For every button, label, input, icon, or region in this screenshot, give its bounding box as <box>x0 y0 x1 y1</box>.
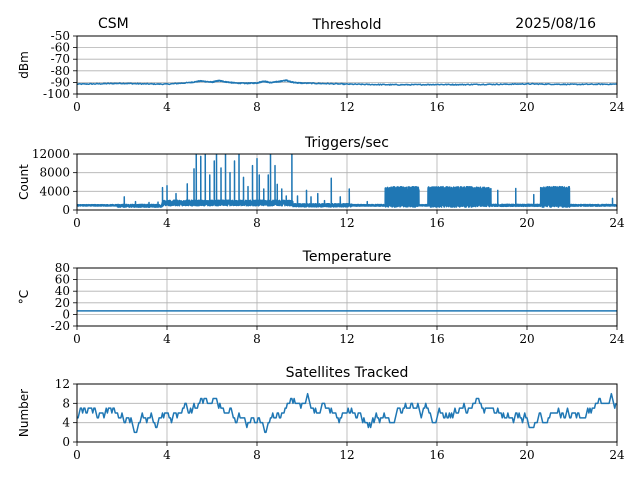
x-tick-label: 16 <box>429 448 444 462</box>
x-tick-label: 16 <box>429 216 444 230</box>
y-tick-label: 40 <box>55 284 70 298</box>
x-tick-label: 8 <box>253 448 261 462</box>
x-tick-label: 0 <box>73 448 81 462</box>
y-axis-label: Number <box>17 389 31 437</box>
y-tick-label: 0 <box>62 435 70 449</box>
chart-title: Threshold <box>312 17 382 33</box>
y-tick-label: 0 <box>62 203 70 217</box>
x-tick-label: 4 <box>163 448 171 462</box>
x-tick-label: 16 <box>429 100 444 114</box>
header-date: 2025/08/16 <box>515 16 596 32</box>
y-tick-label: -70 <box>51 52 70 66</box>
header-left: CSM <box>98 16 129 32</box>
series-line <box>77 392 617 434</box>
panel-2: Triggers/sec 0 4 8 12 16 20 24 0 4000 8000 12000Cou… <box>17 135 625 230</box>
x-tick-label: 12 <box>339 100 354 114</box>
x-tick-label: 0 <box>73 100 81 114</box>
x-tick-label: 12 <box>339 332 354 346</box>
x-tick-label: 20 <box>519 332 534 346</box>
chart-title: Temperature <box>302 249 392 265</box>
y-tick-label: 0 <box>62 307 70 321</box>
x-tick-label: 8 <box>253 100 261 114</box>
y-tick-label: -90 <box>51 75 70 89</box>
y-tick-label: 20 <box>55 296 70 310</box>
x-tick-label: 4 <box>163 332 171 346</box>
series-line <box>77 79 617 86</box>
y-tick-label: 12000 <box>32 147 70 161</box>
x-tick-label: 24 <box>609 216 625 230</box>
y-tick-label: 8 <box>62 396 70 410</box>
x-tick-label: 24 <box>609 332 625 346</box>
y-axis-label: dBm <box>17 51 31 79</box>
x-tick-label: 8 <box>253 332 261 346</box>
y-tick-label: 4 <box>62 416 70 430</box>
x-tick-label: 24 <box>609 100 625 114</box>
chart-title: Satellites Tracked <box>286 365 409 381</box>
x-tick-label: 16 <box>429 332 444 346</box>
x-tick-label: 20 <box>519 216 534 230</box>
panel-4: Satellites Tracked 0 4 8 12 16 20 24 0 4 8 12 Number <box>17 365 625 462</box>
y-tick-label: 8000 <box>39 166 70 180</box>
x-tick-label: 20 <box>519 448 534 462</box>
x-tick-label: 0 <box>73 332 81 346</box>
panel-1: Threshold 0 4 8 12 16 20 24 -100-90-80-70-60-50 d… <box>17 17 625 114</box>
x-tick-label: 0 <box>73 216 81 230</box>
y-axis-label: Count <box>17 164 31 200</box>
y-tick-label: 12 <box>55 377 70 391</box>
y-axis-label: °C <box>17 290 31 304</box>
series-line <box>77 154 617 208</box>
x-tick-label: 12 <box>339 448 354 462</box>
y-tick-label: 80 <box>55 261 70 275</box>
x-tick-label: 12 <box>339 216 354 230</box>
y-tick-label: -20 <box>51 319 70 333</box>
y-tick-label: -80 <box>51 64 70 78</box>
y-tick-label: -100 <box>43 87 70 101</box>
x-tick-label: 4 <box>163 100 171 114</box>
y-tick-label: 60 <box>55 273 70 287</box>
x-tick-label: 8 <box>253 216 261 230</box>
x-tick-label: 4 <box>163 216 171 230</box>
x-tick-label: 20 <box>519 100 534 114</box>
chart-title: Triggers/sec <box>304 135 389 151</box>
y-tick-label: -50 <box>51 29 70 43</box>
y-tick-label: -60 <box>51 41 70 55</box>
x-tick-label: 24 <box>609 448 625 462</box>
y-tick-label: 4000 <box>39 184 70 198</box>
